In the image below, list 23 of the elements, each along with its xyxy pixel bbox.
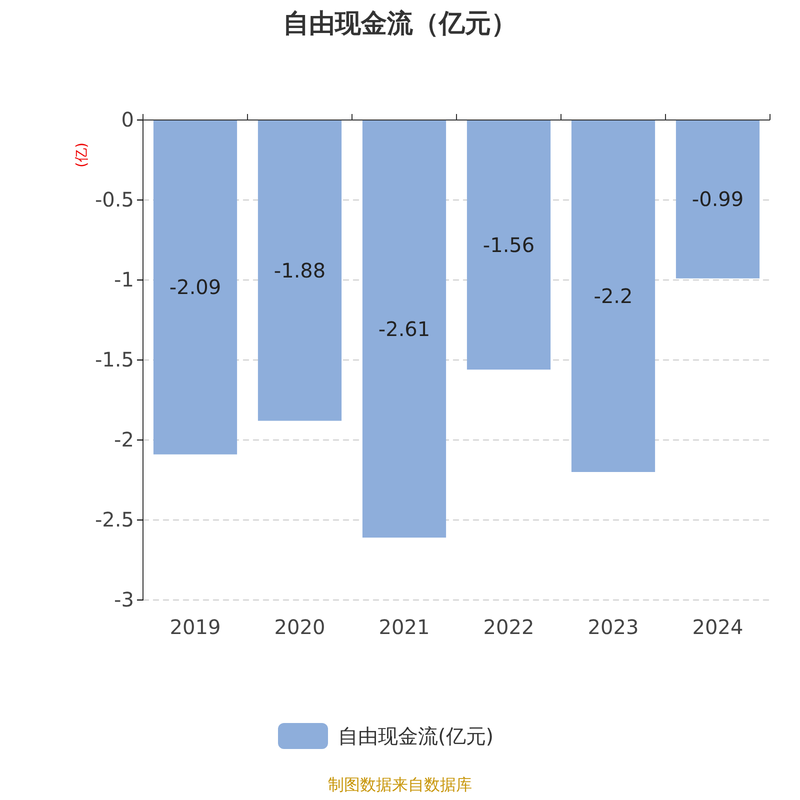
y-tick-label: -3 xyxy=(114,587,134,612)
x-tick-label: 2023 xyxy=(588,615,639,639)
data-label: -2.2 xyxy=(594,284,633,308)
y-tick-label: -1.5 xyxy=(94,347,134,372)
data-label: -0.99 xyxy=(692,187,744,212)
data-label: -2.61 xyxy=(378,316,430,341)
y-tick-label: -0.5 xyxy=(94,187,134,212)
y-axis-title: (亿) xyxy=(74,142,90,168)
data-label: -1.88 xyxy=(274,258,326,282)
y-tick-label: -2 xyxy=(114,427,134,452)
y-tick-label: 0 xyxy=(121,107,134,132)
chart-title: 自由现金流（亿元） xyxy=(283,9,517,39)
x-tick-label: 2019 xyxy=(170,615,221,639)
x-tick-label: 2022 xyxy=(483,615,534,639)
x-tick-label: 2021 xyxy=(378,615,430,639)
data-label: -2.09 xyxy=(169,275,222,300)
text: 制图数据来自数据库 xyxy=(328,775,472,794)
x-tick-label: 2020 xyxy=(274,615,326,639)
legend-label: 自由现金流(亿元) xyxy=(338,724,494,748)
x-tick-label: 2024 xyxy=(692,615,744,639)
y-tick-label: -1 xyxy=(114,267,134,292)
data-label: -1.56 xyxy=(482,232,535,257)
y-tick-label: -2.5 xyxy=(94,507,134,532)
